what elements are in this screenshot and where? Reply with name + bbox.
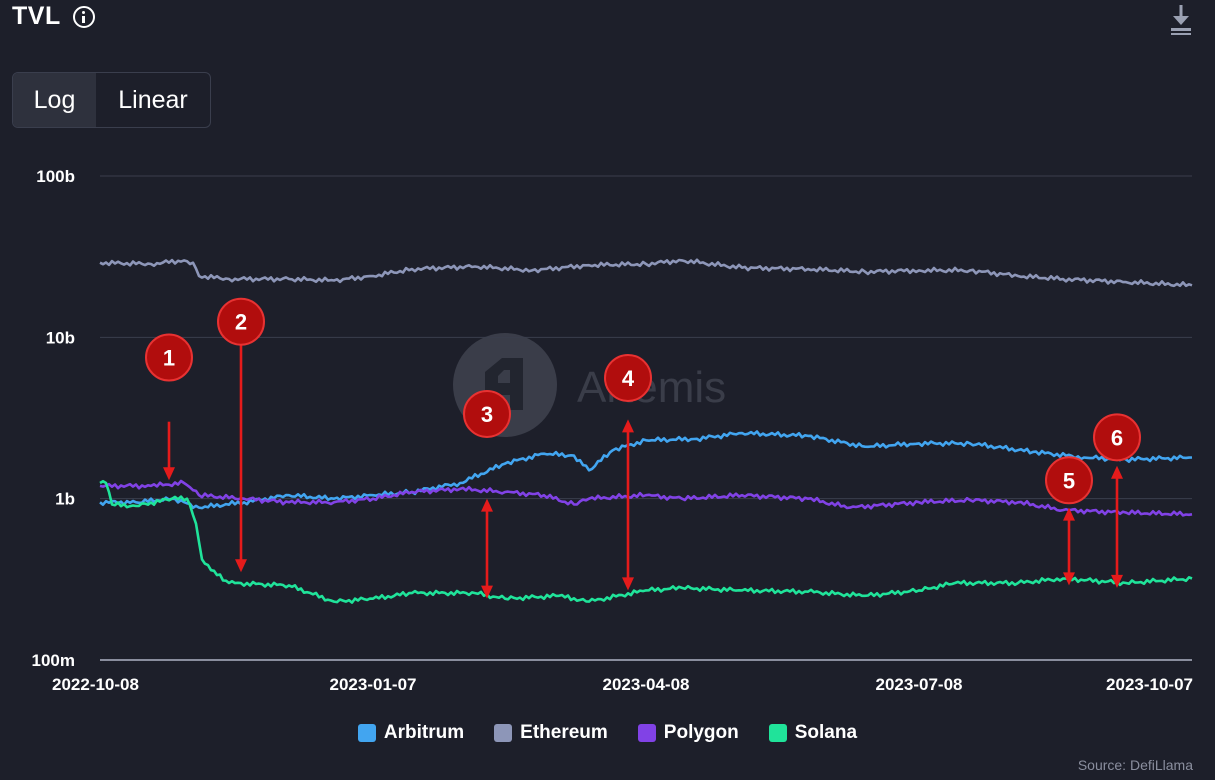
legend-swatch-solana bbox=[768, 724, 787, 742]
info-icon[interactable] bbox=[72, 5, 95, 28]
legend-item-polygon[interactable]: Polygon bbox=[637, 722, 739, 744]
annotation-label: 5 bbox=[1063, 468, 1075, 493]
scale-toggle: Log Linear bbox=[12, 72, 211, 128]
series-line-arbitrum bbox=[99, 430, 1193, 510]
series-line-polygon bbox=[99, 479, 1193, 517]
annotation-label: 2 bbox=[235, 310, 247, 335]
x-tick-label: 2023-10-07 bbox=[1106, 675, 1193, 694]
arrow-head bbox=[622, 577, 634, 591]
x-axis: 2022-10-08 2023-01-07 2023-04-08 2023-07-08… bbox=[52, 675, 1193, 694]
legend-item-solana[interactable]: Solana bbox=[768, 722, 858, 744]
x-tick-label: 2023-01-07 bbox=[330, 675, 417, 694]
arrow-head bbox=[1063, 572, 1075, 586]
x-tick-label: 2022-10-08 bbox=[52, 675, 139, 694]
linear-scale-button[interactable]: Linear bbox=[118, 85, 188, 114]
arrow-head bbox=[1063, 507, 1075, 521]
legend: Arbitrum Ethereum Polygon Solana bbox=[0, 722, 1215, 744]
arrow-head bbox=[1111, 574, 1123, 588]
arrow-head bbox=[235, 559, 247, 573]
legend-swatch-polygon bbox=[637, 724, 656, 742]
annotation-badge-2 bbox=[217, 297, 265, 346]
annotation-label: 1 bbox=[163, 345, 175, 370]
annotation-label: 4 bbox=[622, 366, 635, 391]
legend-label-arbitrum: Arbitrum bbox=[383, 722, 465, 743]
chart-header: TVL bbox=[12, 2, 95, 31]
arrow-head bbox=[163, 467, 175, 481]
legend-label-solana: Solana bbox=[794, 722, 858, 743]
series-line-ethereum bbox=[99, 258, 1193, 288]
y-axis: 100m 1b 10b 100b bbox=[32, 167, 75, 670]
arrow-head bbox=[622, 419, 634, 433]
legend-item-ethereum[interactable]: Ethereum bbox=[494, 722, 608, 744]
legend-swatch-arbitrum bbox=[357, 724, 376, 742]
download-icon[interactable] bbox=[1169, 4, 1193, 36]
source-note: Source: DefiLlama bbox=[1077, 757, 1193, 773]
annotation-badge-4 bbox=[604, 353, 652, 402]
annotation-label: 6 bbox=[1111, 425, 1123, 450]
annotation-label: 3 bbox=[481, 402, 493, 427]
x-tick-label: 2023-07-08 bbox=[876, 675, 963, 694]
arrow-head bbox=[1111, 465, 1123, 479]
annotation-badge-1 bbox=[145, 333, 193, 382]
arrow-head bbox=[481, 498, 493, 512]
y-tick-label: 100m bbox=[32, 651, 75, 670]
legend-label-ethereum: Ethereum bbox=[520, 722, 608, 743]
y-tick-label: 100b bbox=[36, 167, 75, 186]
log-scale-button[interactable]: Log bbox=[13, 73, 96, 127]
legend-label-polygon: Polygon bbox=[663, 722, 739, 743]
annotation-badge-3 bbox=[463, 389, 511, 438]
series-line-solana bbox=[99, 479, 1193, 604]
series-lines bbox=[99, 258, 1193, 604]
legend-item-arbitrum[interactable]: Arbitrum bbox=[357, 722, 465, 744]
watermark-text: Artemis bbox=[577, 363, 726, 412]
annotations: 1 2 3 4 5 6 bbox=[145, 297, 1141, 599]
legend-swatch-ethereum bbox=[494, 724, 513, 742]
arrow-head bbox=[481, 585, 493, 599]
x-tick-label: 2023-04-08 bbox=[603, 675, 690, 694]
grid bbox=[100, 175, 1192, 661]
y-tick-label: 1b bbox=[55, 490, 75, 509]
annotation-badge-5 bbox=[1045, 456, 1093, 505]
y-tick-label: 10b bbox=[46, 328, 75, 347]
chart-title: TVL bbox=[12, 2, 61, 30]
annotation-badge-6 bbox=[1093, 413, 1141, 462]
